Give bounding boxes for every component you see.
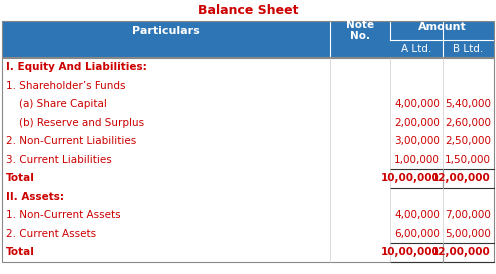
- Text: Particulars: Particulars: [132, 25, 200, 36]
- Text: 6,00,000: 6,00,000: [394, 229, 440, 239]
- Bar: [2, 243, 494, 261]
- Bar: [2, 187, 494, 206]
- Bar: [2, 150, 494, 169]
- Bar: [2, 95, 494, 113]
- Text: A Ltd.: A Ltd.: [401, 44, 432, 53]
- Text: 10,00,000: 10,00,000: [381, 247, 440, 257]
- Text: 2. Non-Current Liabilities: 2. Non-Current Liabilities: [6, 136, 136, 146]
- Text: (a) Share Capital: (a) Share Capital: [6, 99, 107, 109]
- Bar: [2, 58, 494, 261]
- Text: 4,00,000: 4,00,000: [394, 99, 440, 109]
- Text: 1,50,000: 1,50,000: [445, 155, 491, 165]
- Text: 2. Current Assets: 2. Current Assets: [6, 229, 96, 239]
- Text: 1. Non-Current Assets: 1. Non-Current Assets: [6, 210, 121, 220]
- Text: (b) Reserve and Surplus: (b) Reserve and Surplus: [6, 118, 144, 128]
- Bar: [330, 40, 390, 57]
- Bar: [390, 40, 443, 57]
- Text: I. Equity And Liabilities:: I. Equity And Liabilities:: [6, 62, 147, 72]
- Bar: [2, 21, 330, 40]
- Bar: [2, 132, 494, 150]
- Bar: [2, 40, 330, 57]
- Text: Total: Total: [6, 247, 35, 257]
- Bar: [2, 113, 494, 132]
- Text: Note
No.: Note No.: [346, 20, 374, 41]
- Bar: [390, 21, 494, 40]
- Text: 2,00,000: 2,00,000: [394, 118, 440, 128]
- Bar: [443, 40, 494, 57]
- Text: Total: Total: [6, 173, 35, 183]
- Bar: [2, 169, 494, 187]
- Text: Balance Sheet: Balance Sheet: [198, 4, 298, 18]
- Text: B Ltd.: B Ltd.: [453, 44, 484, 53]
- Text: 5,40,000: 5,40,000: [445, 99, 491, 109]
- Text: Amount: Amount: [418, 22, 466, 33]
- Bar: [2, 206, 494, 224]
- Bar: [330, 21, 390, 40]
- Text: II. Assets:: II. Assets:: [6, 192, 64, 202]
- Text: 1,00,000: 1,00,000: [394, 155, 440, 165]
- Text: 3,00,000: 3,00,000: [394, 136, 440, 146]
- Text: 3. Current Liabilities: 3. Current Liabilities: [6, 155, 112, 165]
- Bar: [2, 58, 494, 76]
- Bar: [2, 76, 494, 95]
- Text: 2,60,000: 2,60,000: [445, 118, 491, 128]
- Text: 7,00,000: 7,00,000: [445, 210, 491, 220]
- Text: 12,00,000: 12,00,000: [432, 247, 491, 257]
- Text: 4,00,000: 4,00,000: [394, 210, 440, 220]
- Bar: [2, 224, 494, 243]
- Text: 10,00,000: 10,00,000: [381, 173, 440, 183]
- Text: 2,50,000: 2,50,000: [445, 136, 491, 146]
- Text: 5,00,000: 5,00,000: [445, 229, 491, 239]
- Text: 1. Shareholder’s Funds: 1. Shareholder’s Funds: [6, 81, 125, 91]
- Text: 12,00,000: 12,00,000: [432, 173, 491, 183]
